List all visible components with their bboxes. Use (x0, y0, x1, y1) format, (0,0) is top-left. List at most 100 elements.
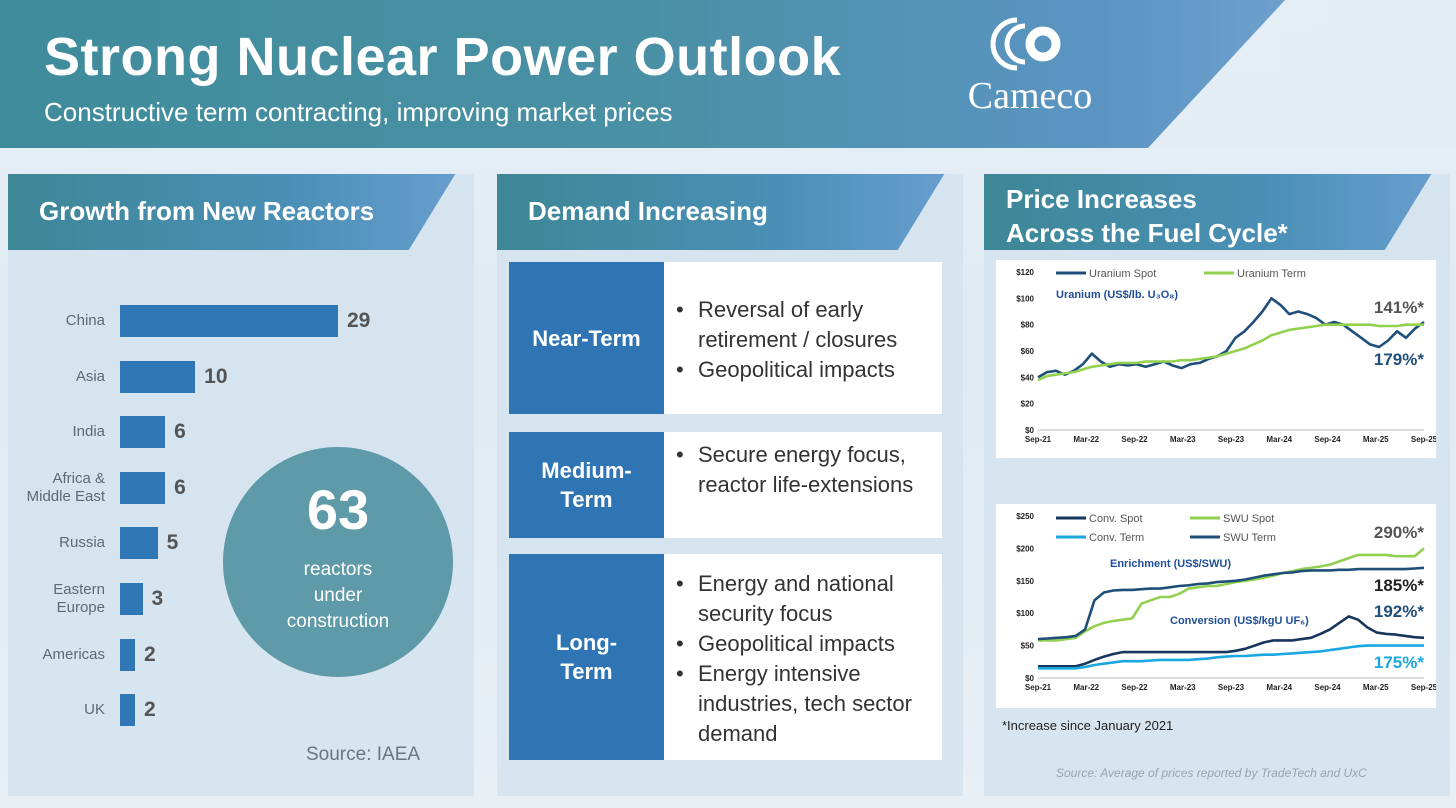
term-item: Reversal of early retirement / closures (676, 295, 934, 355)
prices-heading-line: Across the Fuel Cycle* (1006, 218, 1288, 248)
y-tick-label: $60 (1021, 347, 1035, 356)
x-tick-label: Sep-25 (1411, 683, 1436, 692)
bar-category-label: Americas (42, 645, 105, 663)
bar-category-label: India (72, 423, 105, 441)
x-tick-label: Mar-22 (1073, 435, 1099, 444)
y-tick-label: $0 (1025, 426, 1034, 435)
bar-value-label: 6 (174, 420, 186, 444)
term-label-line: Term (560, 487, 613, 512)
y-tick-label: $100 (1016, 609, 1034, 618)
term-item: Geopolitical impacts (676, 355, 934, 385)
y-tick-label: $0 (1025, 674, 1034, 683)
percent-annotation: 185%* (1374, 576, 1424, 595)
series-line-uranium-term (1037, 323, 1424, 382)
growth-panel-heading: Growth from New Reactors (8, 174, 456, 250)
x-tick-label: Mar-24 (1266, 435, 1292, 444)
legend-label: Uranium Spot (1089, 268, 1156, 280)
y-tick-label: $40 (1021, 373, 1035, 382)
percent-annotation: 290%* (1374, 523, 1424, 542)
bar-category-label: Asia (75, 367, 105, 385)
prices-panel: Price Increases Across the Fuel Cycle* $0… (984, 174, 1450, 796)
bar-value-label: 29 (347, 309, 371, 332)
bar-row: UK 2 (8, 694, 474, 727)
uranium-chart: $0 $20 $40 $60 $80 $100 $120 Sep-21 Mar-22 Sep-22… (1016, 268, 1437, 444)
y-tick-label: $100 (1016, 294, 1034, 303)
bar-row: Asia 10 (8, 360, 474, 393)
reactor-count-label: reactors under construction (223, 557, 453, 635)
legend-label: SWU Term (1223, 532, 1276, 544)
x-tick-label: Sep-23 (1218, 435, 1245, 444)
bar (120, 360, 196, 393)
bar (120, 305, 338, 337)
growth-heading-text: Growth from New Reactors (39, 196, 375, 226)
reactor-label-line: construction (286, 611, 390, 632)
page-subtitle: Constructive term contracting, improving… (44, 97, 673, 127)
demand-panel-heading: Demand Increasing (497, 174, 945, 250)
term-label: Near-Term (509, 262, 664, 414)
bar-row: Africa & Middle East 6 (8, 469, 474, 505)
growth-panel: Growth from New Reactors China 29 Asia 10 In… (8, 174, 474, 796)
x-tick-label: Sep-25 (1411, 435, 1436, 444)
demand-panel: Demand Increasing Near-Term Reversal of … (497, 174, 963, 796)
bar-value-label: 10 (204, 364, 228, 388)
header-banner (0, 0, 1285, 148)
bar-category-label: UK (84, 701, 105, 719)
bar-category-label: Africa & Middle East (26, 469, 105, 505)
y-tick-label: $80 (1021, 321, 1035, 330)
y-tick-label: $50 (1021, 642, 1035, 651)
bar-value-label: 3 (151, 587, 164, 610)
reactor-label-line: under (313, 585, 363, 606)
logo-wordmark: Cameco (967, 75, 1093, 117)
percent-annotation: 179%* (1374, 350, 1424, 369)
bar-value-label: 2 (144, 642, 156, 666)
percent-annotation: 175%* (1374, 653, 1424, 672)
bar (120, 583, 143, 615)
term-label-line: Term (560, 659, 613, 684)
term-items: Secure energy focus, reactor life-extens… (676, 440, 934, 500)
bar-row: Russia 5 (8, 527, 474, 560)
y-tick-label: $150 (1016, 577, 1034, 586)
page-title: Strong Nuclear Power Outlook (44, 27, 842, 87)
x-tick-label: Sep-21 (1025, 683, 1052, 692)
term-label-line: Long- (555, 630, 618, 655)
x-tick-label: Sep-22 (1121, 435, 1148, 444)
term-item: Secure energy focus, reactor life-extens… (676, 440, 934, 500)
chart-title: Enrichment (US$/SWU) (1110, 558, 1231, 570)
growth-source: Source: IAEA (306, 744, 421, 765)
prices-heading-line: Price Increases (1006, 184, 1197, 214)
bar (120, 416, 166, 449)
reactor-label-line: reactors (303, 559, 373, 580)
enrichment-conversion-chart: $0 $50 $100 $150 $200 $250 Sep-21 Mar-22 Sep-22 M… (1016, 512, 1437, 692)
chart-title: Uranium (US$/lb. U₃O₈) (1056, 289, 1178, 301)
series-line-swu-spot (1038, 547, 1425, 642)
y-tick-label: $200 (1016, 544, 1034, 553)
percent-annotation: 192%* (1374, 602, 1424, 621)
x-tick-label: Mar-24 (1266, 683, 1292, 692)
price-source: Source: Average of prices reported by Tr… (1056, 766, 1367, 780)
bar-category-label: China (65, 312, 105, 329)
y-tick-label: $250 (1016, 512, 1034, 521)
y-tick-label: $20 (1021, 400, 1035, 409)
x-tick-label: Sep-24 (1314, 435, 1341, 444)
series-line-swu-term (1037, 566, 1425, 641)
series-line-conv-term (1038, 644, 1424, 670)
x-tick-label: Mar-23 (1170, 683, 1196, 692)
enrichment-chart-box: $0 $50 $100 $150 $200 $250 Sep-21 Mar-22 Sep-22 M… (996, 504, 1438, 708)
x-tick-label: Mar-23 (1170, 435, 1196, 444)
term-row-long: Long- Term Energy and national security f… (509, 554, 942, 760)
x-tick-label: Sep-21 (1025, 435, 1052, 444)
bar (120, 471, 166, 504)
reactor-count-circle: 63 reactors under construction (223, 447, 453, 677)
term-row-medium: Medium- Term Secure energy focus, reactor… (509, 432, 942, 538)
bar-row: Americas 2 (8, 638, 474, 671)
bar-row: China 29 (8, 305, 474, 337)
bar (120, 694, 136, 727)
prices-panel-heading: Price Increases Across the Fuel Cycle* (984, 174, 1432, 250)
bar-value-label: 5 (166, 531, 179, 555)
percent-annotation: 141%* (1374, 298, 1424, 317)
price-footnote: *Increase since January 2021 (1002, 718, 1174, 733)
x-tick-label: Sep-22 (1121, 683, 1148, 692)
x-tick-label: Mar-25 (1363, 683, 1389, 692)
x-tick-label: Sep-23 (1218, 683, 1245, 692)
bar-category-label: Russia (59, 534, 105, 552)
